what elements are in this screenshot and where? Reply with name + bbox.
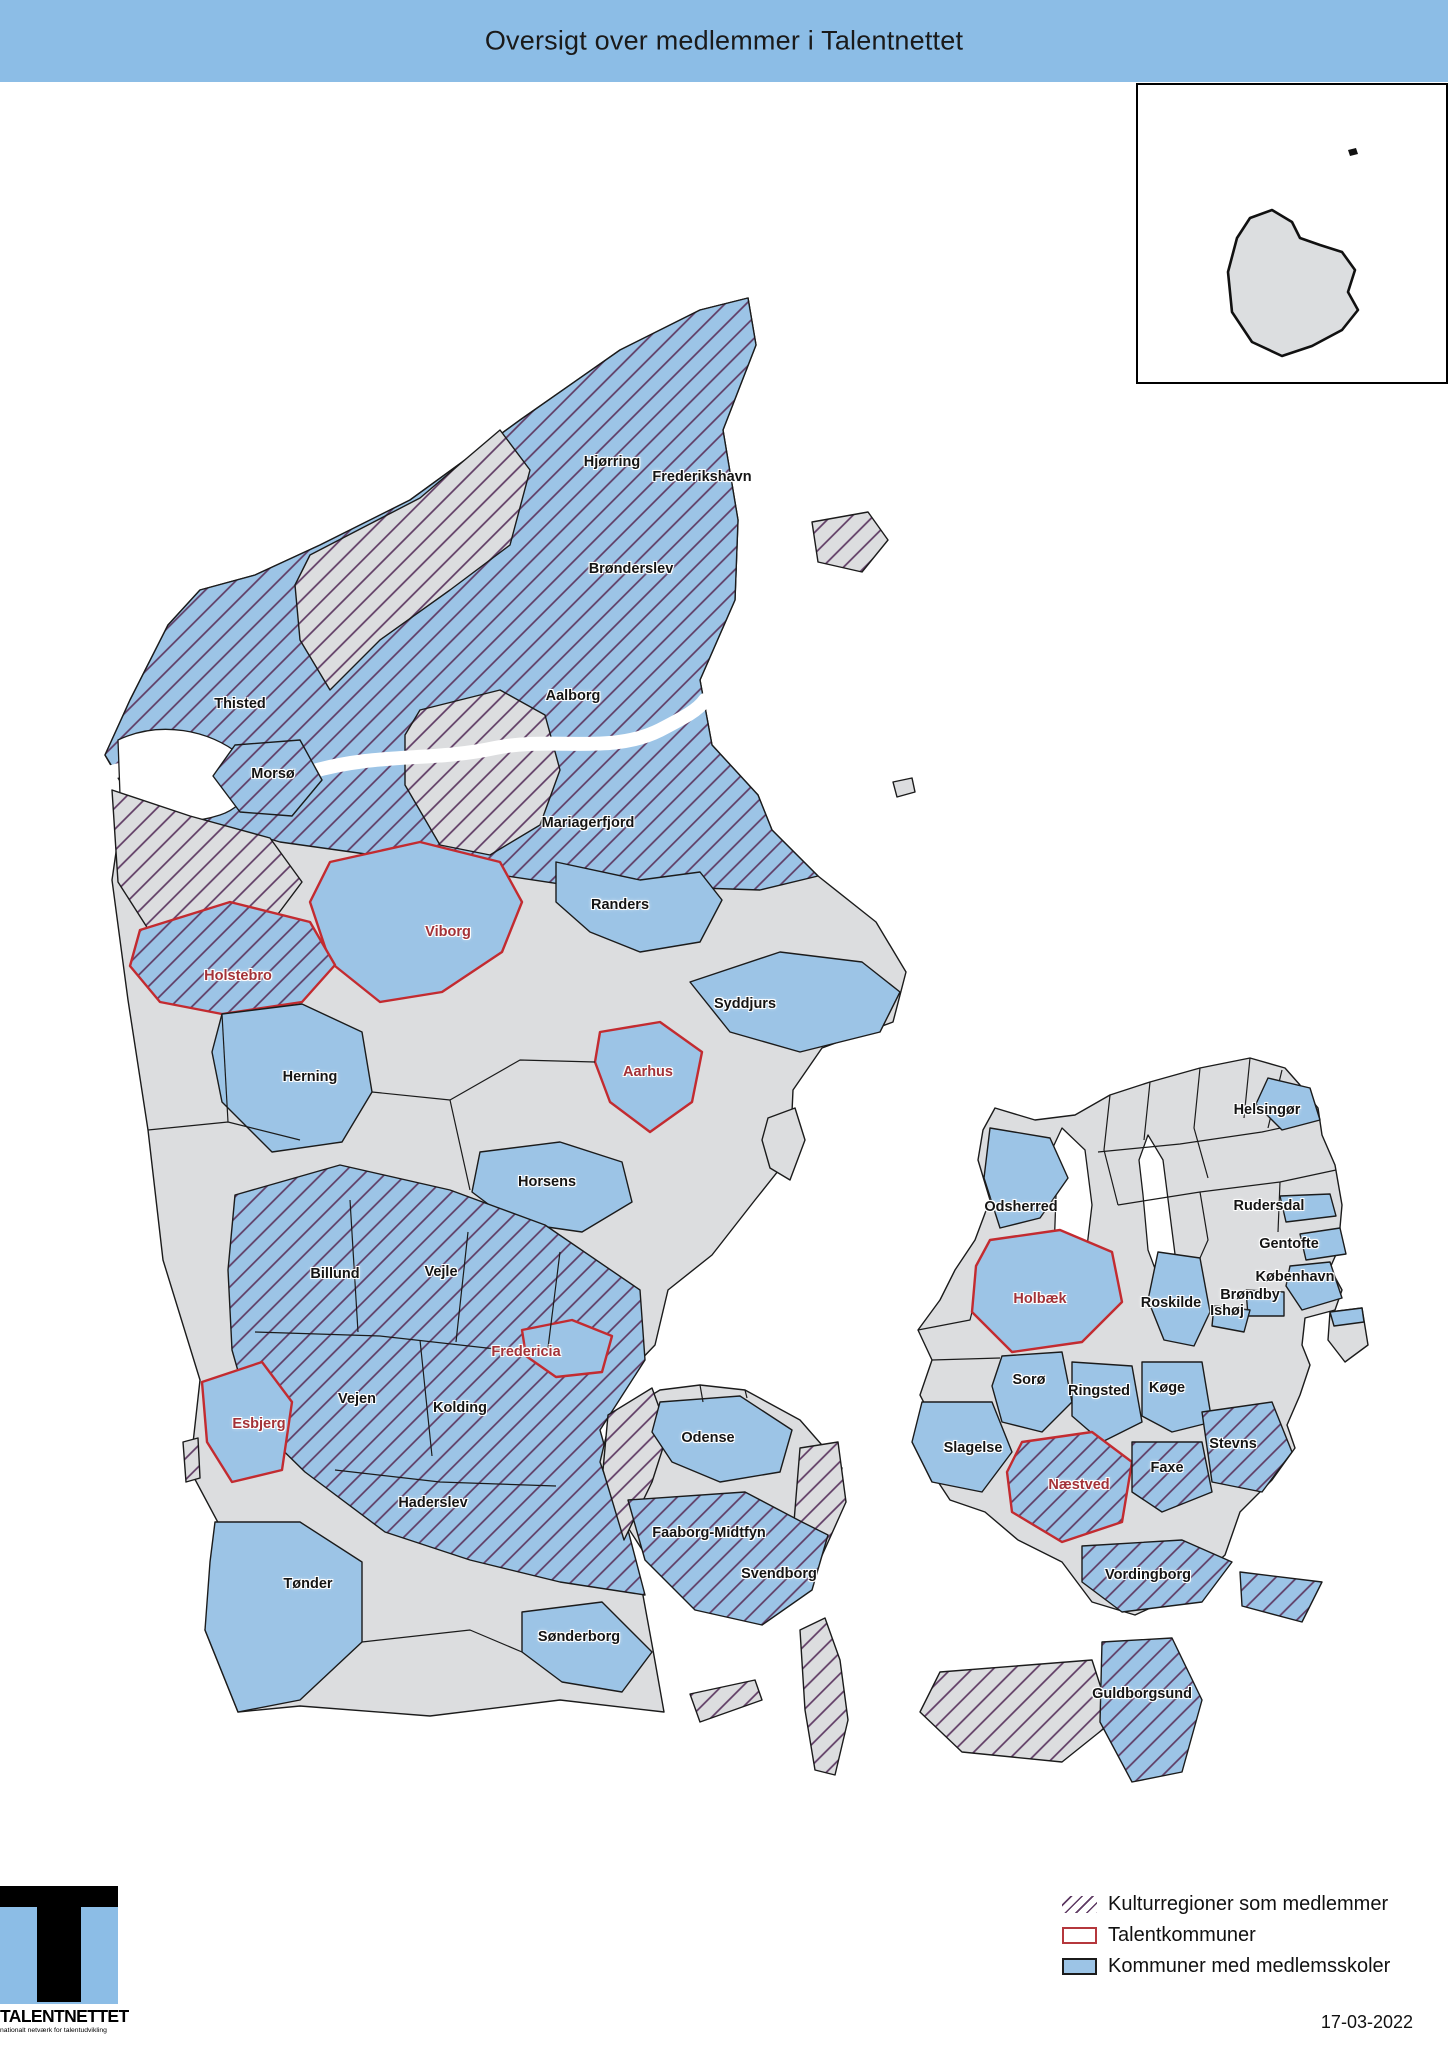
island-falster bbox=[1099, 1637, 1203, 1783]
muni-helsingor bbox=[1255, 1077, 1321, 1131]
muni-holstebro bbox=[128, 900, 337, 1016]
map-date: 17-03-2022 bbox=[1320, 2012, 1413, 2032]
page-title: Oversigt over medlemmer i Talentnettet bbox=[484, 25, 964, 56]
legend-label: Kulturregioner som medlemmer bbox=[1108, 1892, 1389, 1915]
blue-fill-swatch-icon bbox=[1062, 1957, 1097, 1975]
muni-aarhus bbox=[593, 1020, 704, 1134]
region-jammerbugt bbox=[294, 429, 531, 691]
island-lolland bbox=[919, 1659, 1113, 1763]
island-amager-north bbox=[1329, 1307, 1365, 1327]
region-south-fyn bbox=[627, 1491, 829, 1626]
island-ertholmene bbox=[1348, 148, 1358, 156]
map-legend: Kulturregioner som medlemmer Talentkommu… bbox=[1062, 1892, 1391, 1977]
island-samso bbox=[761, 1107, 806, 1181]
muni-esbjerg bbox=[200, 1360, 294, 1484]
legend-item-talent-municipalities: Talentkommuner bbox=[1062, 1923, 1390, 1946]
small-islands bbox=[182, 511, 916, 1483]
legend-label: Kommuner med medlemsskoler bbox=[1108, 1954, 1391, 1977]
muni-naestved bbox=[1005, 1430, 1134, 1544]
red-outline-swatch-icon bbox=[1062, 1926, 1097, 1944]
legend-item-culture-regions: Kulturregioner som medlemmer bbox=[1062, 1892, 1390, 1915]
logo-tagline: nationalt netværk for talentudvikling bbox=[0, 2027, 107, 2034]
island-fano bbox=[182, 1437, 201, 1483]
zealand-landmass bbox=[911, 1057, 1347, 1616]
muni-slagelse bbox=[911, 1401, 1013, 1493]
muni-faxe bbox=[1131, 1441, 1213, 1513]
muni-rudersdal bbox=[1279, 1193, 1337, 1223]
muni-tonder bbox=[204, 1521, 363, 1713]
muni-fredericia bbox=[520, 1318, 614, 1379]
island-aero bbox=[689, 1679, 763, 1723]
muni-holbaek bbox=[970, 1228, 1124, 1354]
muni-gentofte bbox=[1299, 1227, 1347, 1261]
logo-t-stem bbox=[37, 1907, 81, 2002]
muni-roskilde bbox=[1147, 1251, 1211, 1347]
muni-ringsted bbox=[1071, 1361, 1143, 1443]
logo-t-bar bbox=[0, 1886, 118, 1907]
fyn-landmass bbox=[599, 1384, 849, 1776]
muni-odsherred bbox=[983, 1127, 1069, 1229]
muni-ishoj bbox=[1211, 1305, 1251, 1333]
muni-syddjurs bbox=[689, 951, 901, 1053]
legend-label: Talentkommuner bbox=[1108, 1923, 1256, 1946]
hatch-swatch-icon bbox=[1062, 1895, 1097, 1913]
jutland-landmass bbox=[104, 297, 907, 1717]
legend-item-member-school-municipalities: Kommuner med medlemsskoler bbox=[1062, 1954, 1391, 1977]
muni-horsens bbox=[471, 1141, 633, 1233]
muni-vordingborg bbox=[1081, 1539, 1233, 1613]
island-anholt bbox=[892, 777, 916, 798]
bornholm-inset bbox=[1136, 83, 1448, 384]
island-langeland bbox=[799, 1617, 849, 1776]
muni-viborg bbox=[308, 840, 524, 1004]
logo-wordmark: TALENTNETTET bbox=[0, 2006, 129, 2026]
muni-morso bbox=[212, 739, 323, 817]
title-bar: Oversigt over medlemmer i Talentnettet bbox=[0, 0, 1448, 82]
island-mon bbox=[1239, 1571, 1323, 1623]
muni-kobenhavn bbox=[1285, 1261, 1343, 1311]
jutland-borders bbox=[147, 1013, 748, 1653]
island-laeso bbox=[811, 511, 889, 573]
island-bornholm bbox=[1226, 208, 1360, 358]
southeast-islands bbox=[919, 1307, 1369, 1783]
muni-koge bbox=[1141, 1361, 1213, 1433]
muni-randers bbox=[555, 861, 723, 953]
muni-herning bbox=[211, 1003, 373, 1153]
muni-stevns bbox=[1201, 1401, 1293, 1493]
region-west-fyn bbox=[602, 1387, 669, 1541]
muni-odense bbox=[651, 1395, 793, 1483]
muni-soro bbox=[991, 1351, 1073, 1433]
muni-brondby bbox=[1245, 1289, 1285, 1317]
